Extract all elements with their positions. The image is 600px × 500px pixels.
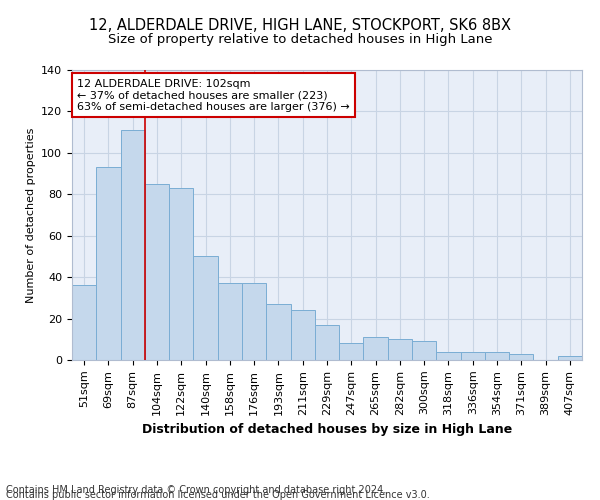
Bar xyxy=(193,256,218,360)
Bar xyxy=(145,184,169,360)
Y-axis label: Number of detached properties: Number of detached properties xyxy=(26,128,35,302)
Text: Contains HM Land Registry data © Crown copyright and database right 2024.: Contains HM Land Registry data © Crown c… xyxy=(6,485,386,495)
Bar xyxy=(169,188,193,360)
Bar xyxy=(412,342,436,360)
Bar xyxy=(242,284,266,360)
Bar xyxy=(96,168,121,360)
Text: Contains public sector information licensed under the Open Government Licence v3: Contains public sector information licen… xyxy=(6,490,430,500)
Bar xyxy=(121,130,145,360)
Bar xyxy=(436,352,461,360)
Bar xyxy=(388,340,412,360)
X-axis label: Distribution of detached houses by size in High Lane: Distribution of detached houses by size … xyxy=(142,423,512,436)
Bar xyxy=(290,310,315,360)
Text: 12 ALDERDALE DRIVE: 102sqm
← 37% of detached houses are smaller (223)
63% of sem: 12 ALDERDALE DRIVE: 102sqm ← 37% of deta… xyxy=(77,78,350,112)
Bar xyxy=(218,284,242,360)
Bar xyxy=(315,325,339,360)
Bar xyxy=(461,352,485,360)
Bar xyxy=(364,337,388,360)
Text: 12, ALDERDALE DRIVE, HIGH LANE, STOCKPORT, SK6 8BX: 12, ALDERDALE DRIVE, HIGH LANE, STOCKPOR… xyxy=(89,18,511,32)
Text: Size of property relative to detached houses in High Lane: Size of property relative to detached ho… xyxy=(108,32,492,46)
Bar xyxy=(339,344,364,360)
Bar xyxy=(266,304,290,360)
Bar xyxy=(72,286,96,360)
Bar xyxy=(558,356,582,360)
Bar xyxy=(509,354,533,360)
Bar xyxy=(485,352,509,360)
